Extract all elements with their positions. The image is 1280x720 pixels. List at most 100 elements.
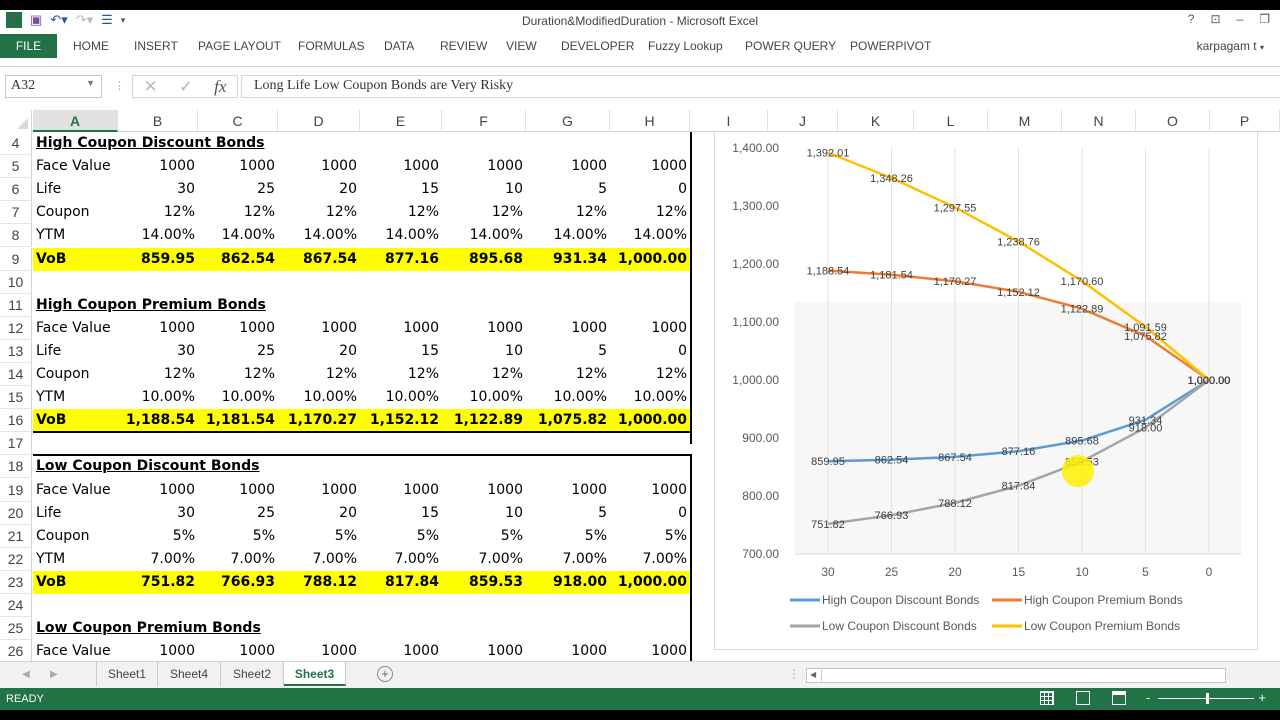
undo-icon[interactable]: ↶▾ bbox=[50, 12, 68, 27]
table-cell[interactable]: 1000 bbox=[403, 319, 439, 336]
row-label[interactable]: Coupon bbox=[36, 527, 90, 544]
table-cell[interactable]: 1000 bbox=[159, 481, 195, 498]
table-cell[interactable]: 5 bbox=[598, 504, 607, 521]
column-header-o[interactable]: O bbox=[1136, 110, 1210, 132]
table-cell[interactable]: 12% bbox=[243, 204, 275, 221]
tab-review[interactable]: REVIEW bbox=[440, 39, 488, 53]
formula-input[interactable]: Long Life Low Coupon Bonds are Very Risk… bbox=[241, 75, 1280, 98]
row-header[interactable]: 12 bbox=[0, 316, 32, 340]
table-cell[interactable]: 10.00% bbox=[385, 389, 439, 406]
table-cell[interactable]: 1000 bbox=[571, 158, 607, 175]
sheet-tab-sheet3[interactable]: Sheet3 bbox=[284, 662, 346, 686]
table-cell[interactable]: 817.84 bbox=[384, 573, 439, 590]
table-cell[interactable]: 1000 bbox=[239, 319, 275, 336]
table-cell[interactable]: 20 bbox=[339, 342, 357, 359]
row-header[interactable]: 9 bbox=[0, 247, 32, 271]
table-cell[interactable]: 1,152.12 bbox=[369, 412, 439, 429]
table-cell[interactable]: 931.34 bbox=[552, 250, 607, 267]
zoom-knob[interactable] bbox=[1206, 693, 1209, 704]
row-label[interactable]: YTM bbox=[36, 227, 66, 244]
table-cell[interactable]: 10 bbox=[505, 181, 523, 198]
table-cell[interactable]: 15 bbox=[421, 342, 439, 359]
table-cell[interactable]: 1000 bbox=[239, 643, 275, 660]
tab-data[interactable]: DATA bbox=[384, 39, 415, 53]
table-cell[interactable]: 12% bbox=[325, 366, 357, 382]
column-header-m[interactable]: M bbox=[988, 110, 1062, 132]
row-header[interactable]: 23 bbox=[0, 570, 32, 594]
table-cell[interactable]: 12% bbox=[491, 366, 523, 382]
column-header-n[interactable]: N bbox=[1062, 110, 1136, 132]
form-icon[interactable]: ☰ bbox=[101, 12, 113, 27]
row-header[interactable]: 17 bbox=[0, 432, 32, 456]
table-cell[interactable]: 1000 bbox=[239, 158, 275, 175]
formula-bar-grip-icon[interactable]: ⋮ bbox=[114, 80, 125, 92]
restore-icon[interactable]: ❐ bbox=[1259, 12, 1270, 26]
legend-label[interactable]: Low Coupon Premium Bonds bbox=[1024, 619, 1180, 633]
tab-fuzzy-lookup[interactable]: Fuzzy Lookup bbox=[648, 39, 723, 53]
table-cell[interactable]: 15 bbox=[421, 504, 439, 521]
tab-insert[interactable]: INSERT bbox=[134, 39, 178, 53]
sheet-tab-sheet1[interactable]: Sheet1 bbox=[96, 662, 158, 686]
table-cell[interactable]: 14.00% bbox=[221, 227, 275, 244]
table-cell[interactable]: 5 bbox=[598, 342, 607, 359]
row-header[interactable]: 19 bbox=[0, 478, 32, 502]
table-cell[interactable]: 1000 bbox=[651, 643, 687, 660]
row-label[interactable]: YTM bbox=[36, 550, 66, 567]
table-cell[interactable]: 12% bbox=[655, 204, 687, 221]
bond-value-chart[interactable]: 700.00 800.00 900.00 1,000.00 1,100.00 1,200.… bbox=[714, 132, 1258, 650]
row-header[interactable]: 15 bbox=[0, 386, 32, 410]
table-cell[interactable]: 1,188.54 bbox=[125, 412, 195, 429]
scroll-left-icon[interactable]: ◀ bbox=[810, 670, 817, 679]
legend-label[interactable]: High Coupon Premium Bonds bbox=[1024, 593, 1183, 607]
table-cell[interactable]: 1000 bbox=[321, 481, 357, 498]
column-header-c[interactable]: C bbox=[198, 110, 278, 132]
page-layout-view-icon[interactable] bbox=[1076, 691, 1090, 705]
tab-view[interactable]: VIEW bbox=[506, 39, 537, 53]
table-cell[interactable]: 7.00% bbox=[150, 550, 195, 567]
row-header[interactable]: 21 bbox=[0, 524, 32, 548]
section-title[interactable]: Low Coupon Premium Bonds bbox=[36, 620, 261, 637]
row-header[interactable]: 10 bbox=[0, 270, 32, 294]
table-cell[interactable]: 7.00% bbox=[312, 550, 357, 567]
table-cell[interactable]: 12% bbox=[163, 366, 195, 382]
row-header[interactable]: 18 bbox=[0, 455, 32, 479]
table-cell[interactable]: 10.00% bbox=[141, 389, 195, 406]
table-cell[interactable]: 1,075.82 bbox=[537, 412, 607, 429]
table-cell[interactable]: 1,000.00 bbox=[617, 412, 687, 429]
row-header[interactable]: 6 bbox=[0, 178, 32, 202]
table-cell[interactable]: 867.54 bbox=[302, 250, 357, 267]
table-cell[interactable]: 788.12 bbox=[302, 573, 357, 590]
table-cell[interactable]: 10 bbox=[505, 504, 523, 521]
table-cell[interactable]: 12% bbox=[655, 366, 687, 382]
insert-function-icon[interactable]: fx bbox=[214, 76, 227, 96]
table-cell[interactable]: 1000 bbox=[487, 158, 523, 175]
column-header-g[interactable]: G bbox=[526, 110, 610, 132]
column-header-e[interactable]: E bbox=[360, 110, 442, 132]
select-all-button[interactable] bbox=[0, 110, 32, 132]
series-line[interactable] bbox=[827, 378, 1210, 463]
table-cell[interactable]: 1000 bbox=[159, 158, 195, 175]
row-label[interactable]: Face Value bbox=[36, 643, 111, 660]
table-cell[interactable]: 0 bbox=[678, 342, 687, 359]
ribbon-display-icon[interactable]: ⊡ bbox=[1210, 12, 1221, 26]
tab-formulas[interactable]: FORMULAS bbox=[298, 39, 365, 53]
column-header-l[interactable]: L bbox=[914, 110, 988, 132]
table-cell[interactable]: 25 bbox=[257, 342, 275, 359]
table-cell[interactable]: 5% bbox=[334, 527, 357, 544]
table-cell[interactable]: 1000 bbox=[321, 158, 357, 175]
table-cell[interactable]: 5 bbox=[598, 181, 607, 198]
zoom-out-button[interactable]: - bbox=[1146, 690, 1151, 705]
row-header[interactable]: 7 bbox=[0, 201, 32, 225]
table-cell[interactable]: 12% bbox=[325, 204, 357, 221]
table-cell[interactable]: 1,181.54 bbox=[205, 412, 275, 429]
table-cell[interactable]: 10.00% bbox=[633, 389, 687, 406]
column-header-p[interactable]: P bbox=[1210, 110, 1280, 132]
section-title[interactable]: High Coupon Discount Bonds bbox=[36, 135, 265, 151]
table-cell[interactable]: 20 bbox=[339, 181, 357, 198]
table-cell[interactable]: 30 bbox=[177, 342, 195, 359]
table-cell[interactable]: 1,122.89 bbox=[453, 412, 523, 429]
column-header-h[interactable]: H bbox=[610, 110, 690, 132]
column-header-j[interactable]: J bbox=[768, 110, 838, 132]
table-cell[interactable]: 14.00% bbox=[303, 227, 357, 244]
